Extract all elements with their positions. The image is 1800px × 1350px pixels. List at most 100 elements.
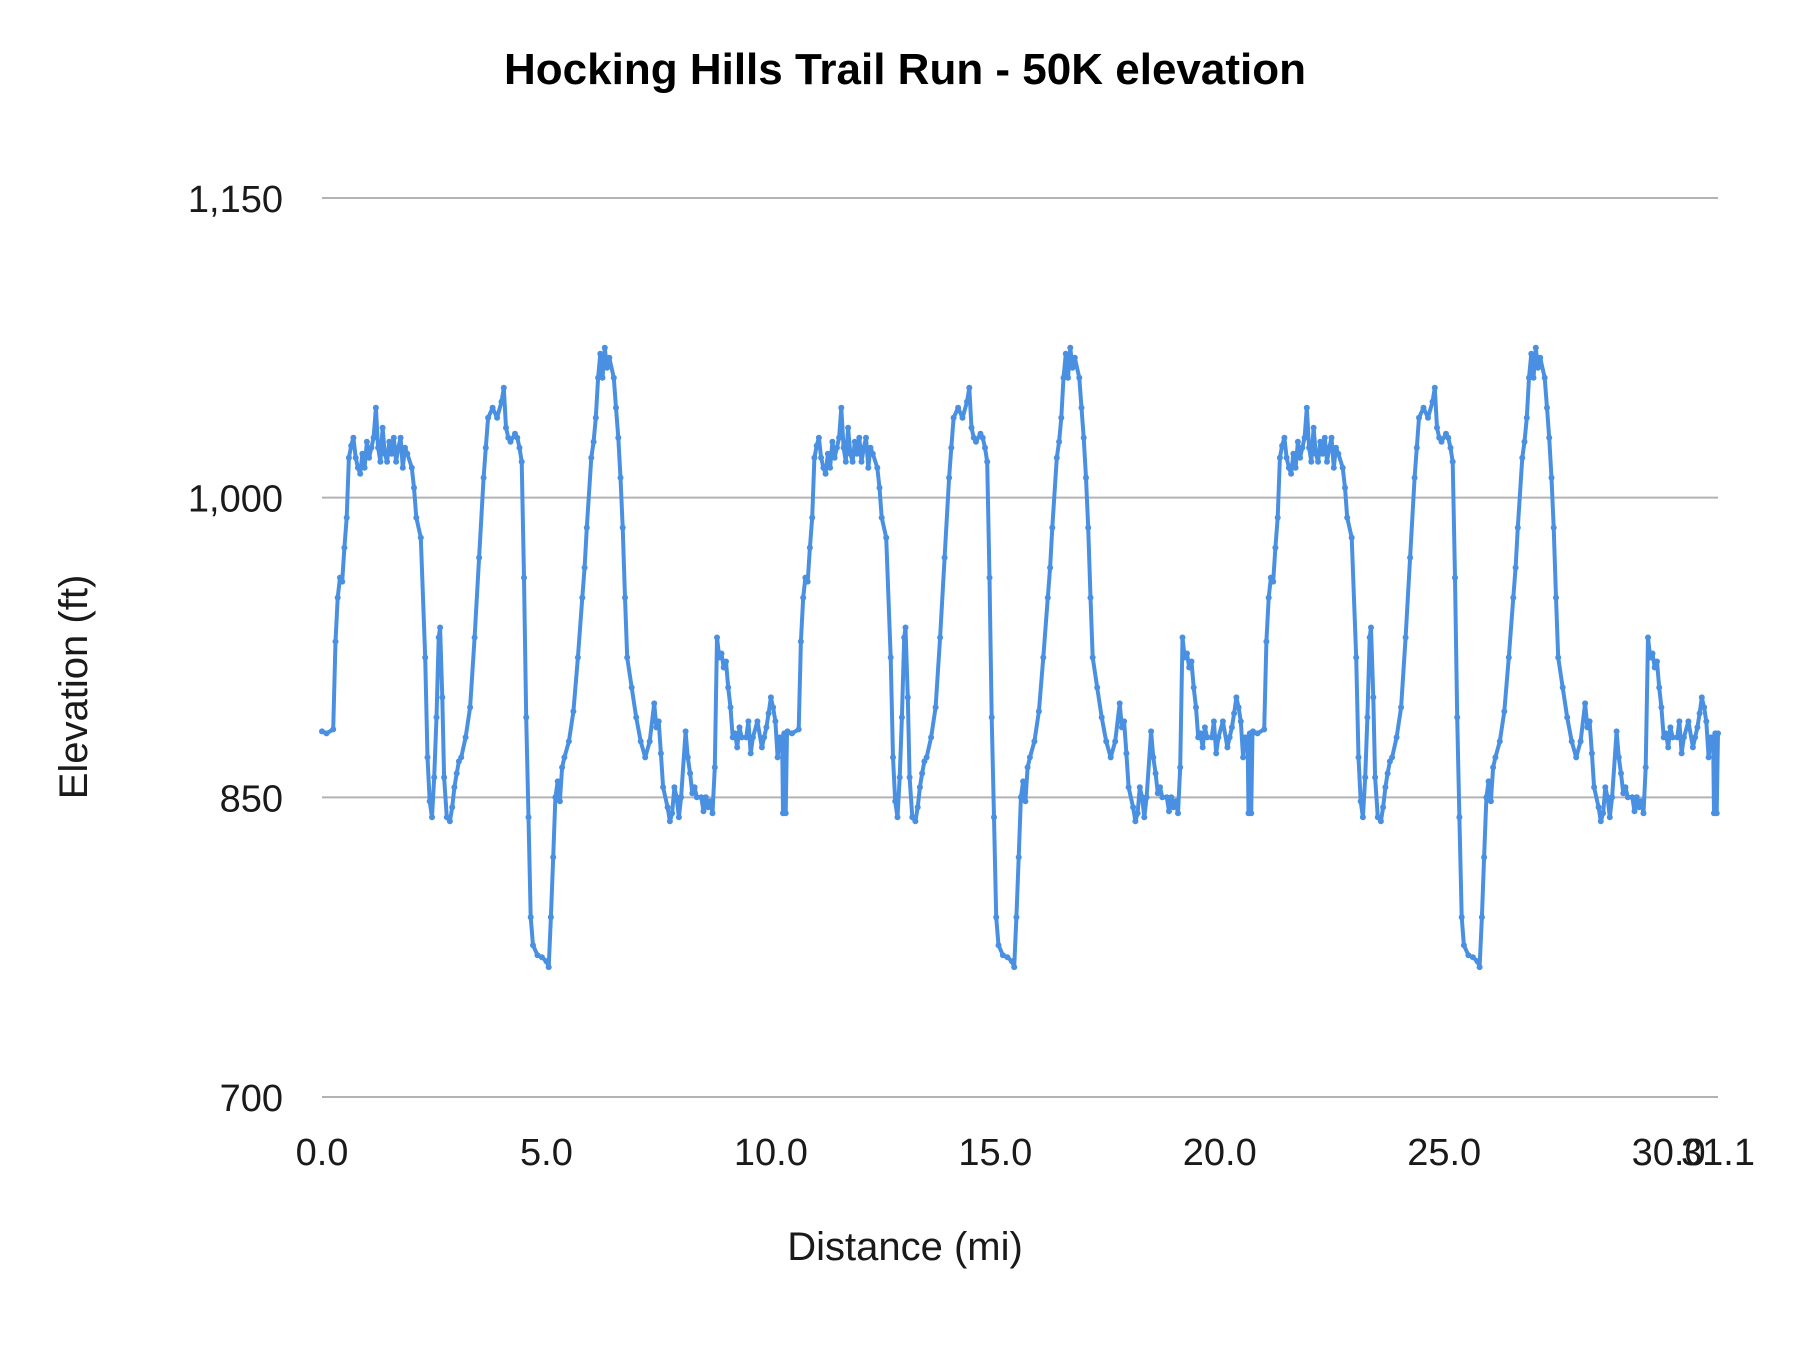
data-point <box>1692 734 1699 741</box>
data-point <box>489 404 496 411</box>
data-point <box>1701 704 1708 711</box>
data-point <box>858 458 865 465</box>
data-point <box>725 684 732 691</box>
data-point <box>581 564 588 571</box>
data-point <box>804 578 811 585</box>
data-point <box>1279 442 1286 449</box>
data-point <box>919 770 926 777</box>
data-point <box>1261 726 1268 733</box>
data-point <box>1035 708 1042 715</box>
data-point <box>966 384 973 391</box>
data-point <box>718 650 725 657</box>
data-point <box>1303 404 1310 411</box>
data-point <box>1067 344 1074 351</box>
data-point <box>851 438 858 445</box>
data-point <box>1163 794 1170 801</box>
x-tick-label: 5.0 <box>520 1132 573 1174</box>
data-point <box>433 714 440 721</box>
data-point <box>1658 704 1665 711</box>
x-tick-label: 25.0 <box>1407 1132 1481 1174</box>
data-point <box>1384 770 1391 777</box>
data-point <box>1136 784 1143 791</box>
data-point <box>1519 454 1526 461</box>
data-point <box>1089 654 1096 661</box>
data-point <box>1586 718 1593 725</box>
data-point <box>928 734 935 741</box>
data-point <box>514 434 521 441</box>
data-point <box>1355 754 1362 761</box>
data-point <box>559 764 566 771</box>
data-point <box>1283 454 1290 461</box>
x-tick-label: 15.0 <box>958 1132 1032 1174</box>
data-point <box>1312 450 1319 457</box>
data-point <box>666 818 673 825</box>
data-point <box>1438 438 1445 445</box>
data-point <box>1487 798 1494 805</box>
data-point <box>684 754 691 761</box>
x-tick-label: 0.0 <box>296 1132 349 1174</box>
data-point <box>352 454 359 461</box>
data-point <box>898 714 905 721</box>
data-point <box>1233 694 1240 701</box>
x-tick-label: 30.0 <box>1632 1132 1706 1174</box>
data-point <box>1281 434 1288 441</box>
data-point <box>516 444 523 451</box>
data-point <box>1201 724 1208 731</box>
data-point <box>1143 794 1150 801</box>
data-point <box>1274 514 1281 521</box>
data-point <box>988 714 995 721</box>
data-point <box>673 794 680 801</box>
data-point <box>601 344 608 351</box>
data-point <box>1362 774 1369 781</box>
data-point <box>538 954 545 961</box>
data-point <box>617 474 624 481</box>
data-point <box>1265 594 1272 601</box>
data-point <box>1069 364 1076 371</box>
data-point <box>1613 728 1620 735</box>
data-point <box>1678 750 1685 757</box>
data-point <box>518 458 525 465</box>
data-point <box>441 774 448 781</box>
data-point <box>1483 794 1490 801</box>
data-point <box>1270 578 1277 585</box>
data-point <box>829 438 836 445</box>
data-point <box>734 744 741 751</box>
data-point <box>482 444 489 451</box>
data-point <box>431 774 438 781</box>
data-point <box>982 444 988 451</box>
data-point <box>876 484 883 491</box>
data-point <box>1669 734 1676 741</box>
data-point <box>655 718 662 725</box>
data-point <box>408 464 415 471</box>
y-tick-label: 1,150 <box>188 179 283 221</box>
data-point <box>1015 854 1022 861</box>
data-point <box>323 730 330 737</box>
data-point <box>1474 958 1481 965</box>
x-tick-label: 31.1 <box>1681 1132 1755 1174</box>
data-point <box>1065 374 1071 381</box>
data-point <box>743 734 750 741</box>
data-point <box>449 804 456 811</box>
data-point <box>845 424 852 431</box>
data-point <box>624 654 631 661</box>
data-point <box>599 374 606 381</box>
data-point <box>849 458 856 465</box>
data-point <box>1366 634 1373 641</box>
data-point <box>545 964 552 971</box>
data-point <box>950 414 957 421</box>
data-point <box>561 754 568 761</box>
data-point <box>660 784 667 791</box>
data-point <box>471 634 478 641</box>
data-point <box>368 444 375 451</box>
x-tick-labels: 0.0 5.0 10.0 15.0 20.0 25.0 30.031.1 <box>296 1132 1755 1174</box>
data-point <box>1429 398 1436 405</box>
data-point <box>554 778 561 785</box>
data-point <box>363 438 370 445</box>
data-point <box>1638 798 1645 805</box>
data-point <box>772 718 779 725</box>
data-point <box>1197 730 1204 737</box>
data-point <box>1550 524 1557 531</box>
data-point <box>691 784 698 791</box>
data-point <box>319 728 325 735</box>
data-point <box>1449 458 1456 465</box>
